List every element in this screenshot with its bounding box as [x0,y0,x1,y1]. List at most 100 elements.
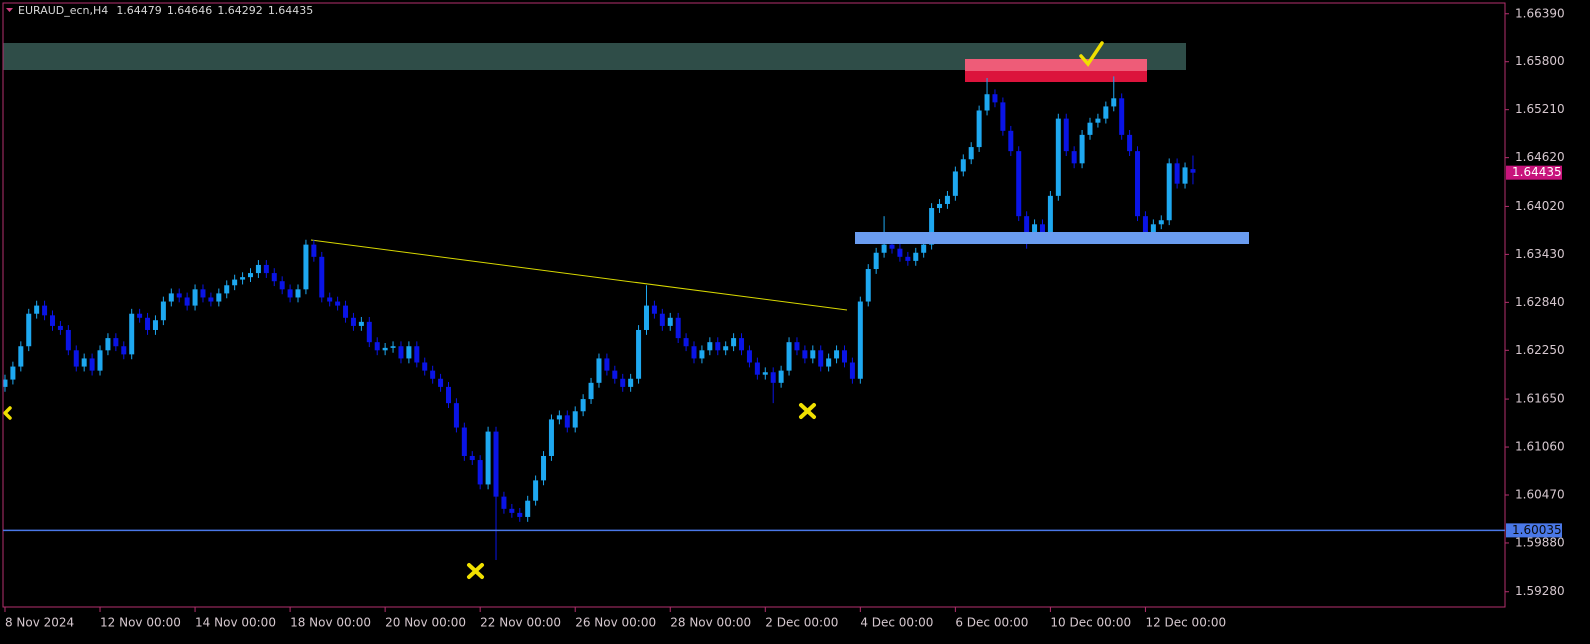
header: EURAUD_ecn,H4 1.64479 1.64646 1.64292 1.6443… [18,4,313,17]
x-tick-label: 12 Dec 00:00 [1145,616,1226,630]
y-tick-label: 1.65210 [1515,102,1565,116]
y-tick-label: 1.59880 [1515,535,1565,549]
sell-zone-upper [965,59,1147,71]
candle-body [216,293,222,302]
candle-body [26,313,32,347]
candle-body [1174,163,1180,184]
candle-body [493,431,499,497]
candle-body [18,346,24,367]
header-open: 1.64479 [116,4,162,17]
candle-body [952,171,958,196]
candle-body [485,431,491,485]
drawn-objects [3,43,1186,311]
candle-body [1079,134,1085,164]
candle-body [42,305,48,316]
candle-body [1158,220,1164,225]
candle-body [382,347,388,351]
candle-body [311,244,317,257]
x-tick-label: 6 Dec 00:00 [955,616,1028,630]
candle-body [1000,102,1006,131]
candle-body [564,415,570,428]
candle-body [849,362,855,379]
candle-body [208,297,214,302]
header-low: 1.64292 [217,4,263,17]
candle-body [1032,224,1038,237]
candle-body [501,496,507,509]
candle-body [10,366,16,380]
x-tick-label: 26 Nov 00:00 [575,616,656,630]
candle-body [937,203,943,209]
level-price-box [1506,523,1562,538]
candle-body [580,399,586,412]
y-tick-label: 1.64020 [1515,199,1565,213]
candle-body [746,350,752,363]
candle-body [604,358,610,371]
candle-body [841,350,847,363]
candle-body [754,362,760,375]
candle-body [398,346,404,359]
candle-body [335,301,341,306]
candle-body [121,346,127,355]
candle-body [350,317,356,326]
candle-body [731,338,737,347]
candle-body [279,281,285,290]
candle-body [857,301,863,379]
candle-body [1127,134,1133,152]
candle-body [240,277,246,280]
candle-body [57,325,63,330]
candle-body [2,379,8,387]
candle-body [588,382,594,400]
y-tick-label: 1.61650 [1515,392,1565,406]
candle-body [1016,151,1022,217]
candle-body [643,305,649,330]
candle-body [944,195,950,204]
x-tick-label: 4 Dec 00:00 [860,616,933,630]
candle-body [572,411,578,428]
candle-body [327,297,333,302]
candle-body [636,329,642,379]
candle-body [73,350,79,367]
x-tick-label: 10 Dec 00:00 [1050,616,1131,630]
y-tick-label: 1.60470 [1515,488,1565,502]
candle-body [1119,98,1125,135]
candle-body [651,305,657,314]
cross-marker [799,403,816,419]
y-tick-label: 1.61060 [1515,440,1565,454]
candle-body [683,338,689,347]
candle-body [176,293,182,298]
candle-body [438,378,444,387]
candle-body [897,248,903,257]
candle-body [34,305,40,314]
candle-body [65,329,71,351]
candle-body [461,427,467,456]
candle-body [137,313,143,318]
candle-body [770,372,776,383]
candle-body [596,358,602,383]
candle-body [287,289,293,298]
candle-body [390,346,396,348]
candle-body [620,378,626,387]
candle-body [1071,151,1077,164]
candle-body [929,208,935,245]
x-tick-label: 12 Nov 00:00 [100,616,181,630]
candle-body [541,455,547,481]
symbol: EURAUD_ecn,H4 [18,4,108,17]
candle-body [81,358,87,367]
y-tick-label: 1.66390 [1515,6,1565,20]
candle-body [548,419,554,456]
candle-body [881,244,887,253]
candle-body [263,264,269,274]
candle-body [168,293,174,302]
arrow-marker [2,406,12,420]
candle-body [628,378,634,387]
y-tick-label: 1.64620 [1515,150,1565,164]
x-tick-label: 20 Nov 00:00 [385,616,466,630]
candle-body [517,512,523,517]
candle-body [889,244,895,249]
level-price-label: 1.60035 [1512,523,1562,537]
candle-body [1008,130,1014,152]
candle-body [453,403,459,428]
candle-body [160,301,166,321]
candle-body [184,297,190,306]
